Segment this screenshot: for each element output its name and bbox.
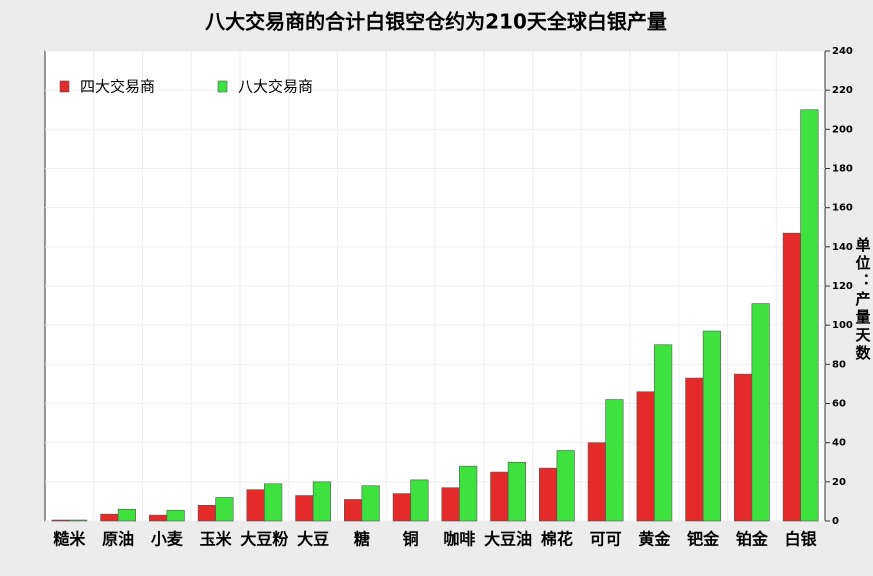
x-tick-label: 铜: [403, 530, 419, 549]
bar: [782, 232, 801, 522]
x-tick-label: 大豆粉: [240, 530, 288, 549]
y-axis-label: 单位：产量天数: [854, 236, 872, 363]
bar: [410, 479, 429, 522]
legend-swatch: [59, 80, 70, 93]
x-tick-label: 小麦: [151, 530, 184, 549]
bar: [392, 493, 411, 522]
x-tick-label: 糖: [354, 530, 370, 549]
legend-label: 八大交易商: [238, 78, 313, 96]
x-tick-label: 原油: [102, 530, 134, 549]
bar: [685, 377, 704, 522]
x-tick-label: 玉米: [200, 530, 233, 549]
bar: [264, 483, 283, 522]
chart-title: 八大交易商的合计白银空仓约为210天全球白银产量: [205, 10, 667, 34]
y-tick-label: 0: [832, 516, 839, 527]
y-tick-label: 240: [832, 46, 853, 57]
x-tick-label: 可可: [590, 530, 622, 549]
bar: [117, 508, 136, 522]
y-tick-label: 220: [832, 85, 853, 96]
y-tick-label: 180: [832, 164, 853, 175]
legend-swatch: [217, 80, 228, 93]
x-tick-label: 大豆油: [484, 530, 532, 549]
y-tick-label: 100: [832, 320, 853, 331]
y-tick-label: 200: [832, 124, 853, 135]
bar: [246, 489, 265, 522]
bar: [166, 509, 185, 522]
y-tick-label: 60: [832, 399, 846, 410]
bar: [361, 485, 380, 522]
bar: [539, 467, 558, 522]
legend-label: 四大交易商: [80, 78, 155, 96]
bar: [654, 344, 673, 522]
x-tick-label: 铂金: [736, 530, 769, 549]
bar: [215, 497, 234, 522]
bar: [490, 471, 509, 522]
y-tick-label: 120: [832, 281, 853, 292]
bar: [507, 461, 526, 522]
bar: [459, 465, 478, 522]
bar: [312, 481, 331, 522]
bar: [295, 495, 314, 522]
bar: [51, 519, 70, 522]
bar: [149, 514, 168, 522]
bar: [587, 442, 606, 522]
bar: [69, 519, 88, 522]
bar: [197, 505, 216, 522]
y-tick-label: 40: [832, 438, 846, 449]
bar: [556, 450, 575, 522]
bar: [751, 303, 770, 522]
bar: [636, 391, 655, 522]
x-tick-label: 棉花: [541, 530, 573, 549]
x-tick-label: 白银: [785, 530, 818, 549]
x-tick-label: 大豆: [297, 530, 329, 549]
x-tick-label: 咖啡: [443, 530, 475, 549]
bar: [734, 373, 753, 522]
y-tick-label: 140: [832, 242, 853, 253]
y-tick-label: 160: [832, 203, 853, 214]
bar: [800, 109, 819, 522]
bar: [344, 499, 363, 522]
bar: [605, 399, 624, 522]
y-tick-label: 20: [832, 477, 846, 488]
y-tick-label: 80: [832, 359, 846, 370]
bar: [441, 487, 460, 522]
bar: [702, 330, 721, 522]
x-tick-label: 钯金: [687, 530, 720, 549]
x-tick-label: 糙米: [53, 530, 86, 549]
x-tick-label: 黄金: [638, 530, 671, 549]
bar: [100, 513, 119, 522]
